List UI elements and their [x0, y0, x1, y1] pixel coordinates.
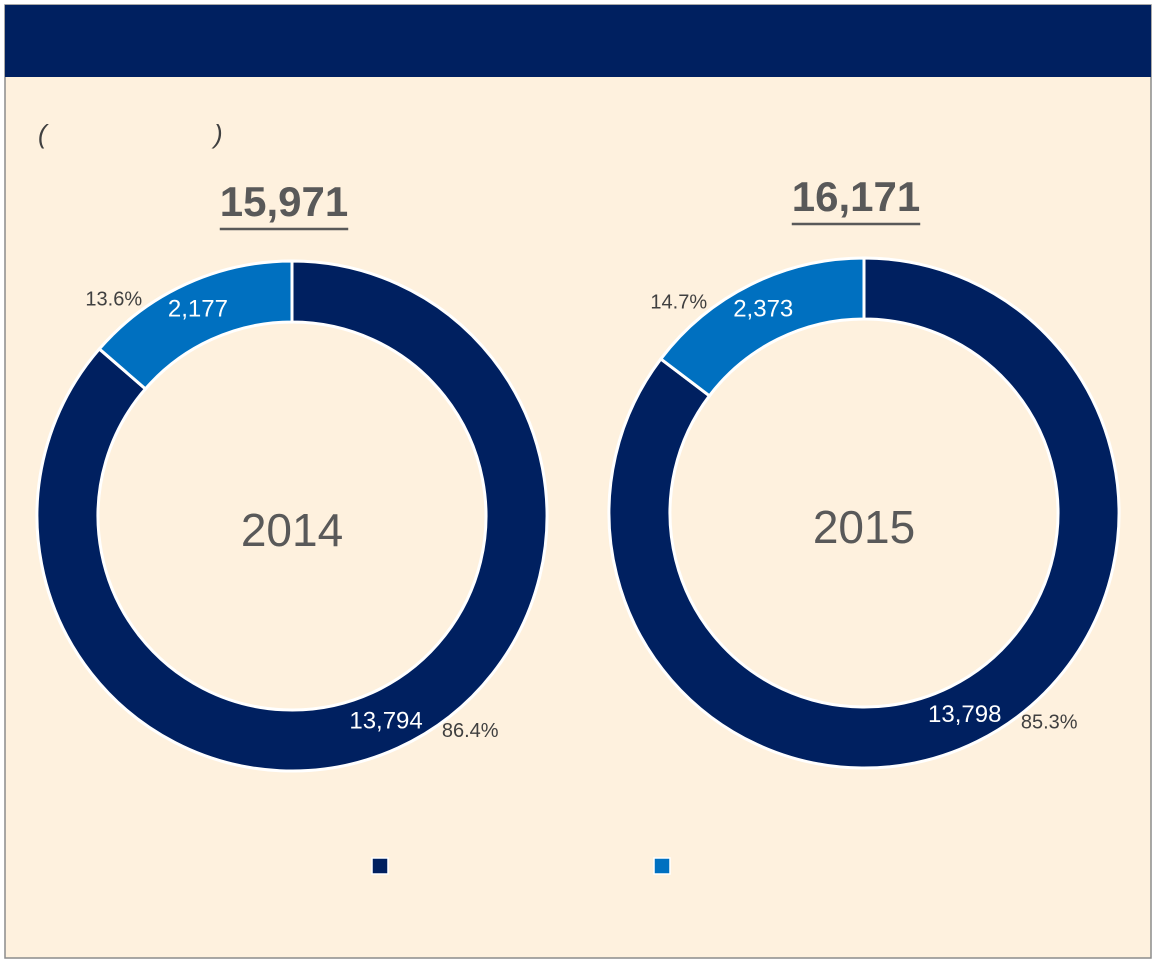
legend-swatch — [371, 857, 389, 875]
value-label: 2,177 — [168, 295, 228, 322]
total-label: 15,971 — [220, 178, 348, 225]
percent-label: 14.7% — [650, 291, 707, 313]
value-label: 2,373 — [733, 295, 793, 322]
legend-swatch — [653, 857, 671, 875]
value-label: 13,794 — [349, 707, 422, 734]
donut-segment — [35, 259, 549, 773]
note-open: ( — [38, 119, 49, 149]
total-label: 16,171 — [792, 173, 920, 220]
donut-center-label: 2015 — [813, 501, 915, 553]
donut-segment — [97, 259, 294, 392]
donut-segment — [607, 256, 1121, 770]
header-bar — [5, 5, 1151, 77]
value-label: 13,798 — [928, 701, 1001, 728]
donut-center-label: 2014 — [241, 504, 343, 556]
percent-label: 85.3% — [1021, 711, 1078, 733]
panel — [4, 4, 1152, 959]
note-close: ) — [211, 119, 223, 149]
donut-segment — [658, 256, 866, 398]
percent-label: 13.6% — [85, 288, 142, 310]
percent-label: 86.4% — [442, 720, 499, 742]
